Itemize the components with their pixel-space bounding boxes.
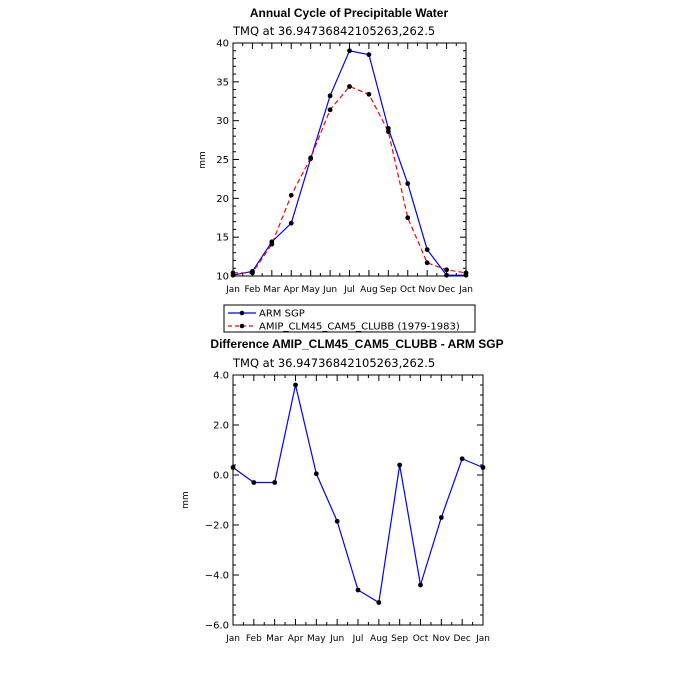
- x-tick-label: Jan: [458, 285, 473, 295]
- data-point: [269, 241, 275, 247]
- legend-label-amip: AMIP_CLM45_CAM5_CLUBB (1979-1983): [259, 322, 460, 333]
- plot-frame: [232, 374, 484, 626]
- x-tick-label: Aug: [370, 634, 388, 644]
- y-tick-label: 30: [216, 116, 229, 127]
- data-point: [293, 382, 298, 388]
- data-point: [288, 220, 294, 226]
- data-point: [313, 471, 319, 477]
- y-tick-label: 2.0: [213, 421, 229, 432]
- plot-frame: [232, 42, 467, 277]
- data-point: [424, 247, 430, 252]
- y-tick-label: 15: [216, 233, 229, 244]
- data-point: [405, 215, 411, 221]
- data-point: [405, 181, 411, 186]
- data-point: [327, 107, 333, 113]
- x-tick-label: Feb: [246, 634, 262, 644]
- chart2-subtitle: TMQ at 36.94736842105263,262.5: [232, 356, 435, 370]
- data-point: [444, 267, 449, 273]
- legend-marker-amip: [239, 323, 245, 329]
- x-tick-label: Mar: [266, 634, 283, 644]
- x-tick-label: Mar: [263, 285, 280, 295]
- data-point: [251, 480, 257, 485]
- data-point: [230, 270, 236, 276]
- series-line: [232, 384, 484, 604]
- x-tick-label: Feb: [244, 285, 260, 295]
- x-tick-label: Oct: [400, 285, 416, 295]
- x-tick-label: Dec: [453, 634, 470, 644]
- x-tick-label: Jul: [352, 634, 364, 644]
- chart1-legend: ARM SGP AMIP_CLM45_CAM5_CLUBB (1979-1983…: [223, 304, 476, 333]
- y-tick-label: 10: [216, 272, 229, 283]
- y-tick-label: 4.0: [213, 371, 229, 382]
- data-point: [250, 270, 255, 276]
- data-point: [288, 192, 294, 198]
- legend-label-arm-sgp: ARM SGP: [259, 309, 305, 320]
- data-point: [366, 91, 372, 97]
- series-line: [233, 85, 467, 274]
- data-point: [376, 600, 382, 605]
- data-point: [424, 260, 430, 266]
- x-tick-label: Jan: [225, 634, 240, 644]
- y-tick-label: −4.0: [205, 571, 229, 582]
- x-tick-label: Jun: [322, 285, 337, 295]
- data-point: [463, 270, 469, 276]
- y-tick-label: 20: [216, 194, 229, 205]
- data-point: [418, 582, 423, 588]
- data-point: [272, 480, 278, 485]
- y-tick-label: 40: [216, 39, 229, 50]
- x-tick-label: Aug: [360, 285, 378, 295]
- x-tick-label: Jan: [225, 285, 240, 295]
- x-tick-label: Jun: [329, 634, 344, 644]
- data-point: [347, 84, 352, 89]
- data-point: [327, 93, 333, 99]
- data-point: [438, 515, 444, 520]
- data-point: [308, 155, 314, 161]
- chart1-plot: 10 15 20 25 30 35 40 Jan Feb Mar Apr May Jun Jul Aug Se…: [216, 39, 473, 296]
- y-tick-label: 35: [216, 77, 229, 88]
- data-point: [334, 518, 340, 524]
- data-point: [444, 272, 449, 278]
- y-tick-label: −6.0: [205, 621, 229, 632]
- x-tick-label: Dec: [438, 285, 455, 295]
- x-tick-label: Sep: [380, 285, 397, 295]
- x-tick-label: Sep: [391, 634, 408, 644]
- legend-marker-arm-sgp: [239, 310, 245, 316]
- x-tick-label: Nov: [433, 634, 451, 644]
- data-point: [480, 465, 486, 470]
- x-tick-label: Jul: [343, 285, 355, 295]
- chart2-y-axis-label: mm: [181, 491, 191, 509]
- chart1-y-axis-label: mm: [198, 151, 208, 169]
- x-tick-label: May: [301, 285, 320, 295]
- legend-box: [223, 304, 476, 333]
- data-point: [385, 129, 391, 134]
- data-point: [347, 48, 352, 54]
- data-point: [459, 456, 465, 462]
- data-point: [366, 52, 372, 58]
- chart1-subtitle: TMQ at 36.94736842105263,262.5: [232, 24, 435, 38]
- x-tick-label: Oct: [413, 634, 429, 644]
- data-point: [355, 587, 361, 593]
- x-tick-label: May: [307, 634, 326, 644]
- chart1-title: Annual Cycle of Precipitable Water: [250, 6, 449, 20]
- x-tick-label: Apr: [288, 634, 304, 644]
- y-tick-label: −2.0: [205, 521, 229, 532]
- x-tick-label: Nov: [418, 285, 436, 295]
- x-tick-label: Apr: [283, 285, 299, 295]
- data-point: [230, 465, 236, 470]
- y-tick-label: 25: [216, 155, 229, 166]
- data-point: [397, 462, 403, 468]
- chart2-title: Difference AMIP_CLM45_CAM5_CLUBB - ARM S…: [210, 337, 503, 351]
- y-tick-label: 0.0: [213, 471, 229, 482]
- x-tick-label: Jan: [475, 634, 490, 644]
- chart2-plot: −6.0 −4.0 −2.0 0.0 2.0 4.0 Jan Feb Mar Apr May Jun J…: [205, 371, 490, 645]
